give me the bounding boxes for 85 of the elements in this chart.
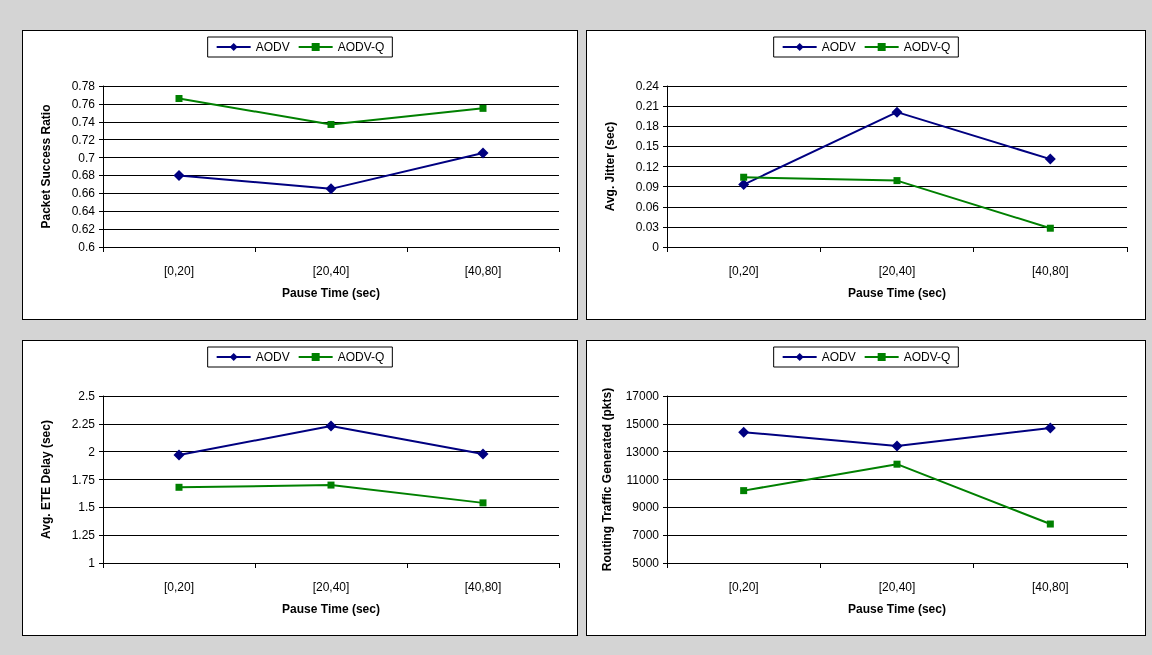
point xyxy=(173,449,185,461)
x-axis-title: Pause Time (sec) xyxy=(282,286,380,300)
x-tick-label: [40,80] xyxy=(464,264,502,278)
y-tick-label: 0.76 xyxy=(71,96,96,111)
point xyxy=(891,440,903,452)
x-tick-label: [20,40] xyxy=(312,580,350,594)
legend-label: AODV-Q xyxy=(903,40,951,54)
y-tick-label: 1.25 xyxy=(71,528,96,543)
y-tick-label: 0.62 xyxy=(71,222,96,237)
y-tick-label: 0.72 xyxy=(71,132,96,147)
y-tick-label: 11000 xyxy=(626,472,660,487)
point xyxy=(1046,520,1054,528)
point xyxy=(740,173,748,181)
y-tick-label: 5000 xyxy=(632,556,660,570)
y-tick-label: 0.21 xyxy=(635,99,660,114)
x-tick-label: [0,20] xyxy=(728,264,759,278)
y-tick-label: 2.25 xyxy=(71,416,96,431)
y-tick-label: 0.74 xyxy=(71,114,96,129)
y-tick-label: 2 xyxy=(88,444,96,459)
y-tick-label: 9000 xyxy=(632,500,660,515)
point xyxy=(325,183,337,195)
y-tick-label: 1.75 xyxy=(71,472,96,487)
point xyxy=(893,460,901,468)
y-axis-title: Routing Traffic Generated (pkts) xyxy=(600,387,615,572)
x-axis-title: Pause Time (sec) xyxy=(848,602,946,616)
legend-label: AODV xyxy=(255,350,290,364)
point xyxy=(175,483,183,491)
y-tick-label: 0.15 xyxy=(635,139,660,154)
point xyxy=(175,95,183,103)
y-tick-label: 13000 xyxy=(625,444,660,459)
point xyxy=(479,104,487,112)
y-tick-label: 0.09 xyxy=(635,179,660,194)
x-tick-label: [20,40] xyxy=(878,264,916,278)
y-tick-label: 0.78 xyxy=(71,79,96,93)
legend-label: AODV xyxy=(255,40,290,54)
y-tick-label: 0.66 xyxy=(71,186,96,201)
point xyxy=(479,499,487,507)
point xyxy=(1044,153,1056,165)
x-tick-label: [40,80] xyxy=(1031,580,1069,594)
y-tick-label: 15000 xyxy=(625,416,660,431)
point xyxy=(477,448,489,460)
y-tick-label: 1 xyxy=(88,556,96,570)
y-tick-label: 0.03 xyxy=(635,219,660,234)
legend-label: AODV xyxy=(821,350,856,364)
point xyxy=(740,487,748,495)
y-axis-title: Packet Success Ratio xyxy=(38,104,53,229)
point xyxy=(173,169,185,181)
y-tick-label: 2.5 xyxy=(78,389,96,403)
point xyxy=(738,179,750,191)
point xyxy=(1046,224,1054,232)
y-axis-title: Avg. Jitter (sec) xyxy=(602,121,617,212)
x-tick-label: [0,20] xyxy=(163,264,195,278)
y-tick-label: 0.12 xyxy=(635,159,660,174)
x-tick-label: [0,20] xyxy=(163,580,195,594)
point xyxy=(893,177,901,185)
point xyxy=(891,106,903,118)
x-tick-label: [0,20] xyxy=(728,580,759,594)
y-tick-label: 0.24 xyxy=(635,79,660,93)
y-axis-title: Avg. ETE Delay (sec) xyxy=(38,420,53,539)
y-tick-label: 0.18 xyxy=(635,119,660,134)
y-tick-label: 0.68 xyxy=(71,168,96,183)
legend-label: AODV xyxy=(821,40,856,54)
x-tick-label: [40,80] xyxy=(464,580,502,594)
y-tick-label: 0.06 xyxy=(635,199,660,214)
point xyxy=(738,426,750,438)
x-axis-title: Pause Time (sec) xyxy=(282,602,380,616)
point xyxy=(327,120,335,128)
x-tick-label: [20,40] xyxy=(312,264,350,278)
point xyxy=(325,420,337,432)
point xyxy=(327,481,335,489)
x-tick-label: [40,80] xyxy=(1031,264,1069,278)
x-tick-label: [20,40] xyxy=(878,580,916,594)
y-tick-label: 0.64 xyxy=(71,204,96,219)
legend-label: AODV-Q xyxy=(903,350,951,364)
y-tick-label: 1.5 xyxy=(78,500,96,515)
y-tick-label: 0 xyxy=(652,240,660,254)
x-axis-title: Pause Time (sec) xyxy=(848,286,946,300)
point xyxy=(1044,422,1056,434)
point xyxy=(477,147,489,159)
y-tick-label: 7000 xyxy=(632,528,660,543)
legend-label: AODV-Q xyxy=(337,350,385,364)
legend-label: AODV-Q xyxy=(337,40,385,54)
y-tick-label: 0.6 xyxy=(78,240,96,254)
y-tick-label: 0.7 xyxy=(78,150,96,165)
y-tick-label: 17000 xyxy=(625,389,660,403)
